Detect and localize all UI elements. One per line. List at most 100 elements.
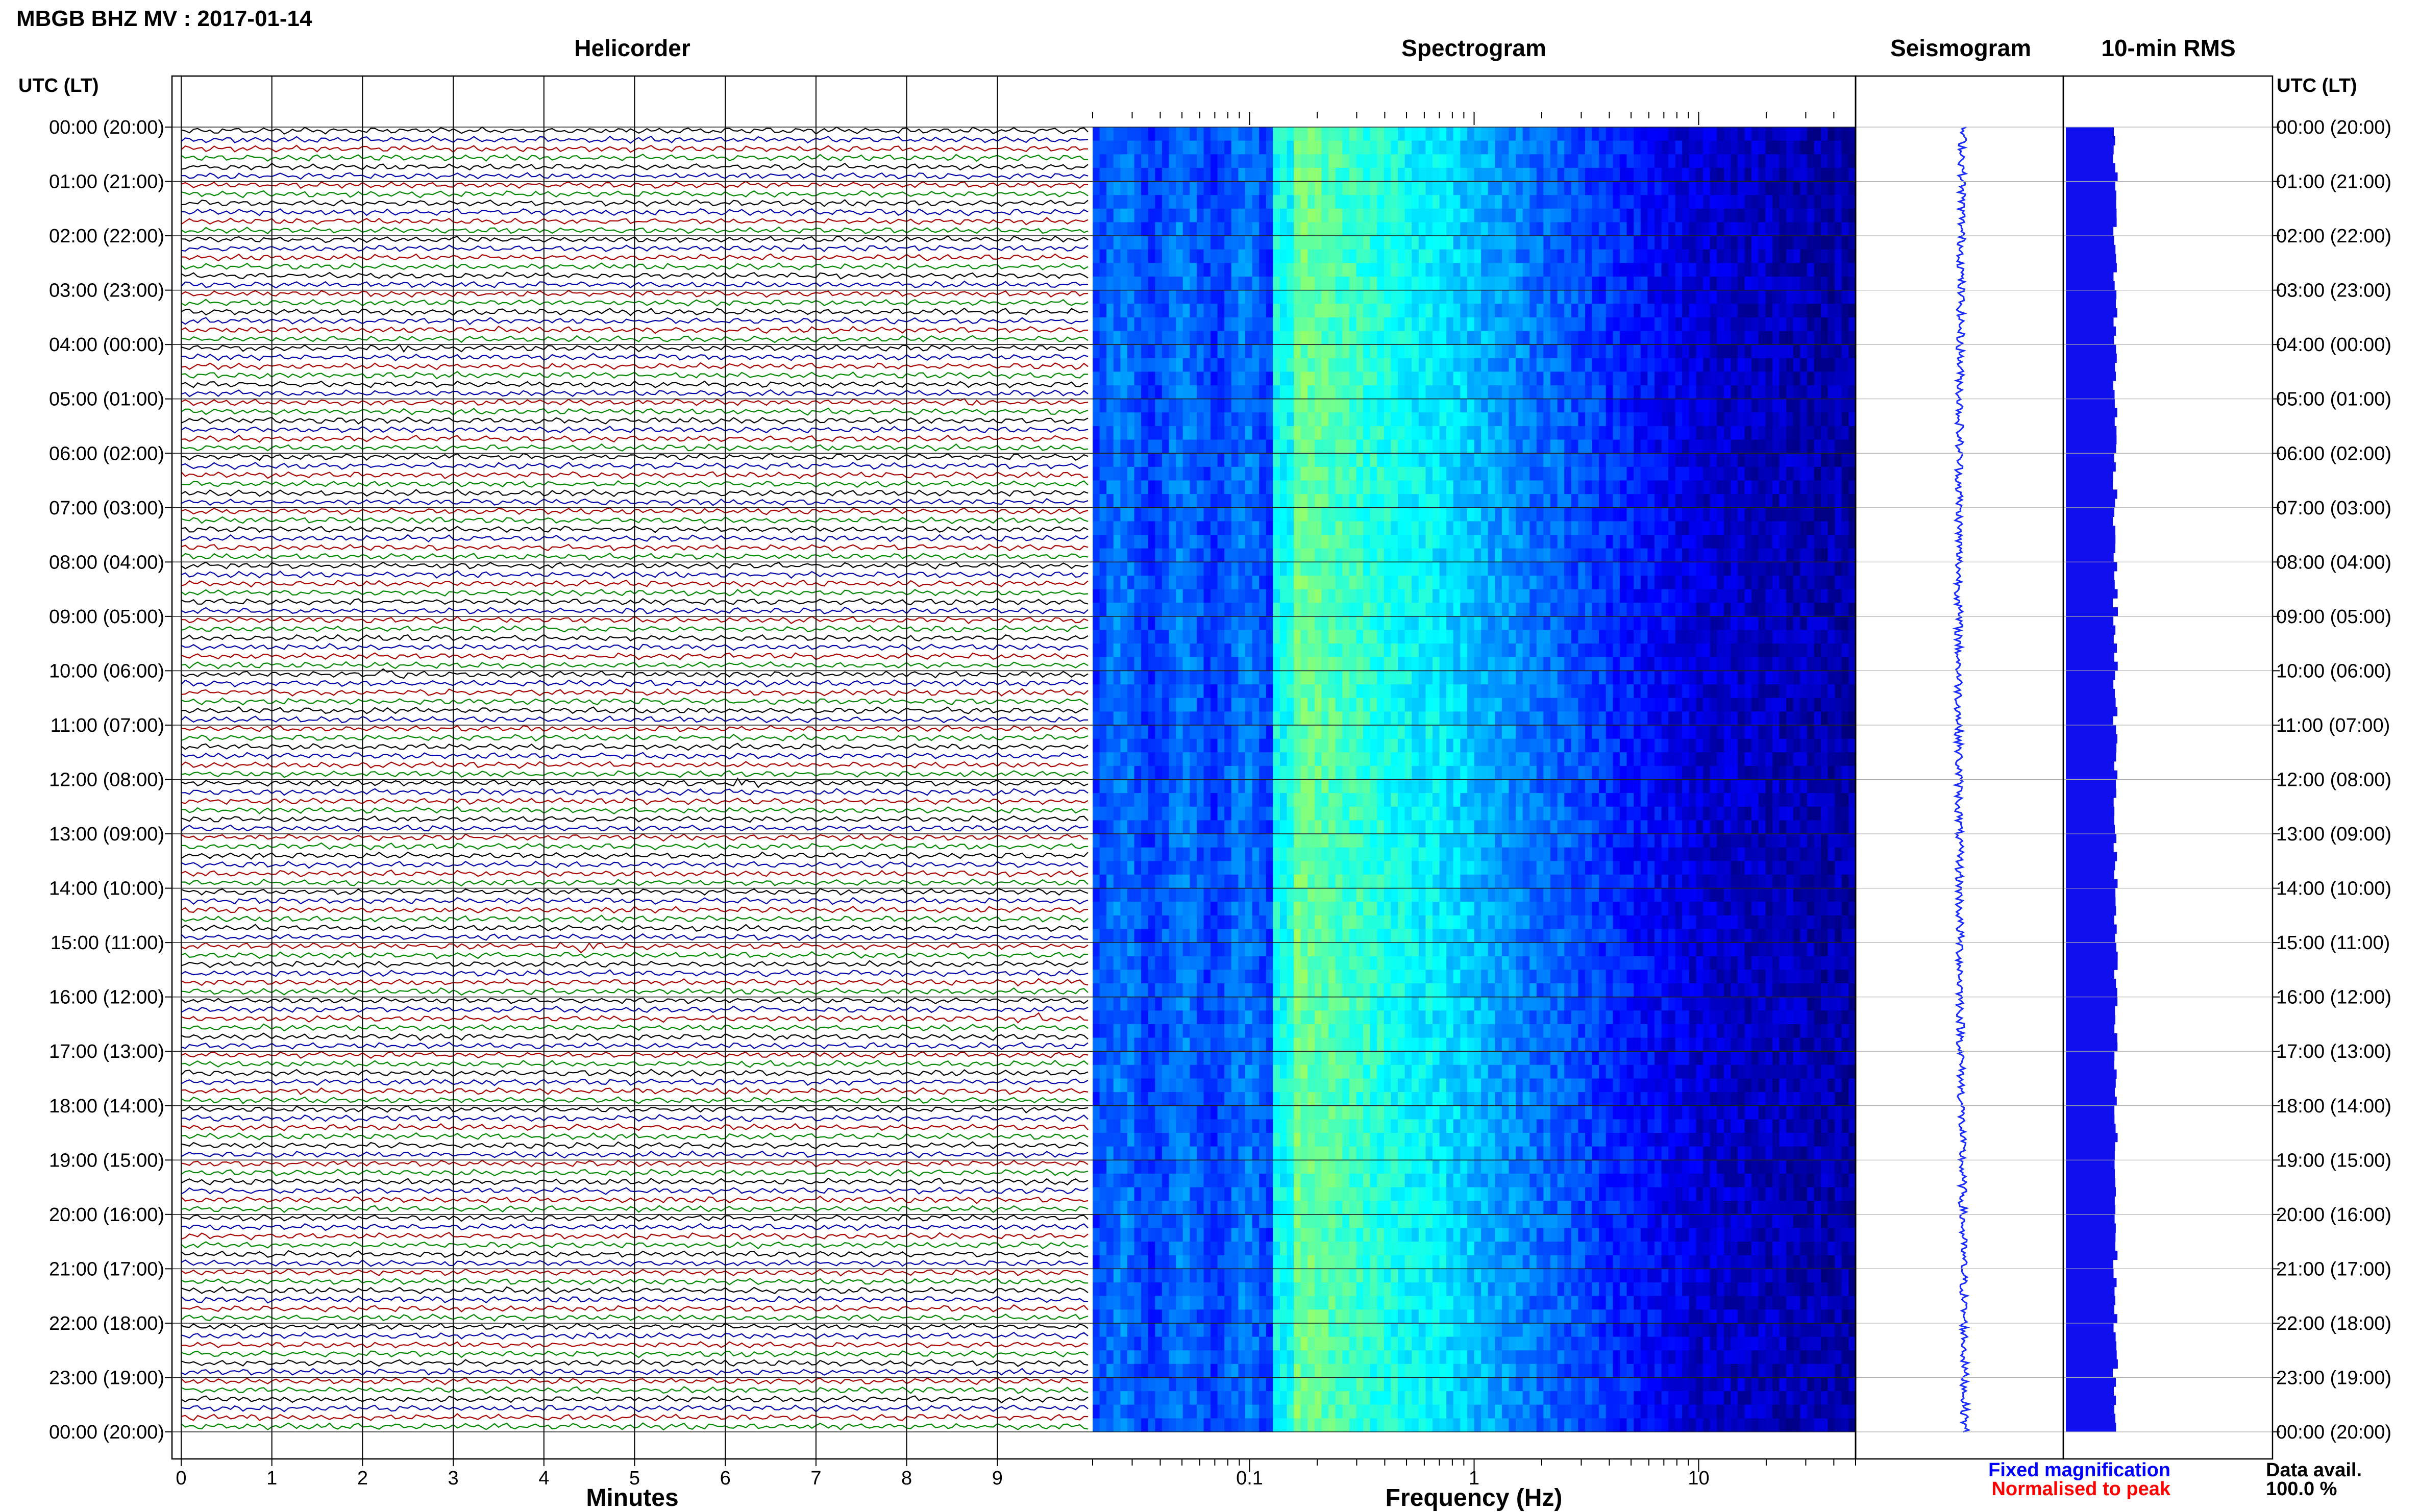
spectrogram-cell bbox=[1412, 263, 1419, 277]
spectrogram-cell bbox=[1571, 344, 1578, 359]
spectrogram-cell bbox=[1328, 344, 1336, 359]
spectrogram-cell bbox=[1619, 277, 1627, 291]
spectrogram-cell bbox=[1231, 643, 1239, 658]
spectrogram-cell bbox=[1127, 480, 1135, 494]
spectrogram-cell bbox=[1543, 616, 1551, 631]
spectrogram-cell bbox=[1467, 195, 1475, 209]
spectrogram-cell bbox=[1211, 371, 1218, 386]
spectrogram-cell bbox=[1093, 181, 1100, 195]
spectrogram-cell bbox=[1273, 657, 1280, 671]
spectrogram-cell bbox=[1148, 453, 1155, 467]
spectrogram-cell bbox=[1751, 344, 1759, 359]
spectrogram-cell bbox=[1266, 358, 1273, 372]
helicorder-grid bbox=[181, 76, 998, 1459]
spectrogram-cell bbox=[1287, 208, 1294, 222]
spectrogram-cell bbox=[1307, 589, 1315, 603]
spectrogram-cell bbox=[1418, 643, 1426, 658]
spectrogram-cell bbox=[1529, 616, 1537, 631]
spectrogram-cell bbox=[1356, 521, 1364, 535]
spectrogram-cell bbox=[1238, 412, 1246, 427]
spectrogram-cell bbox=[1335, 290, 1343, 304]
spectrogram-cell bbox=[1266, 249, 1273, 263]
spectrogram-cell bbox=[1391, 195, 1398, 209]
spectrogram-cell bbox=[1599, 603, 1607, 617]
spectrogram-cell bbox=[1439, 249, 1447, 263]
spectrogram-cell bbox=[1342, 466, 1350, 481]
spectrogram-cell bbox=[1474, 249, 1482, 263]
spectrogram-cell bbox=[1751, 331, 1759, 345]
spectrogram-cell bbox=[1550, 603, 1558, 617]
spectrogram-cell bbox=[1675, 195, 1683, 209]
spectrogram-cell bbox=[1433, 154, 1440, 168]
spectrogram-cell bbox=[1640, 698, 1648, 712]
spectrogram-cell bbox=[1765, 711, 1773, 726]
spectrogram-cell bbox=[1231, 562, 1239, 576]
spectrogram-cell bbox=[1522, 576, 1530, 590]
spectrogram-cell bbox=[1460, 562, 1468, 576]
spectrogram-cell bbox=[1300, 358, 1308, 372]
spectrogram-cell bbox=[1821, 684, 1829, 699]
spectrogram-cell bbox=[1155, 358, 1163, 372]
spectrogram-cell bbox=[1828, 562, 1835, 576]
spectrogram-cell bbox=[1439, 195, 1447, 209]
spectrogram-cell bbox=[1245, 358, 1253, 372]
spectrogram-cell bbox=[1522, 249, 1530, 263]
spectrogram-cell bbox=[1592, 562, 1599, 576]
spectrogram-cell bbox=[1162, 208, 1170, 222]
spectrogram-cell bbox=[1113, 236, 1121, 250]
spectrogram-cell bbox=[1821, 222, 1829, 236]
spectrogram-cell bbox=[1682, 535, 1690, 549]
spectrogram-cell bbox=[1391, 711, 1398, 726]
spectrogram-cell bbox=[1710, 535, 1717, 549]
spectrogram-cell bbox=[1758, 657, 1766, 671]
spectrogram-cell bbox=[1342, 589, 1350, 603]
spectrogram-cell bbox=[1182, 630, 1190, 644]
spectrogram-cell bbox=[1571, 399, 1578, 413]
spectrogram-cell bbox=[1772, 154, 1780, 168]
spectrogram-cell bbox=[1682, 399, 1690, 413]
spectrogram-cell bbox=[1821, 657, 1829, 671]
spectrogram-cell bbox=[1731, 548, 1738, 562]
spectrogram-cell bbox=[1835, 140, 1842, 155]
spectrogram-cell bbox=[1335, 399, 1343, 413]
spectrogram-cell bbox=[1689, 208, 1696, 222]
spectrogram-cell bbox=[1148, 236, 1155, 250]
spectrogram-cell bbox=[1793, 399, 1800, 413]
spectrogram-cell bbox=[1363, 684, 1371, 699]
spectrogram-cell bbox=[1613, 507, 1620, 522]
spectrogram-cell bbox=[1266, 399, 1273, 413]
spectrogram-cell bbox=[1613, 127, 1620, 141]
spectrogram-cell bbox=[1363, 630, 1371, 644]
spectrogram-cell bbox=[1835, 167, 1842, 182]
spectrogram-cell bbox=[1668, 181, 1676, 195]
spectrogram-cell bbox=[1626, 657, 1634, 671]
spectrogram-cell bbox=[1169, 657, 1176, 671]
spectrogram-cell bbox=[1224, 576, 1232, 590]
spectrogram-cell bbox=[1592, 657, 1599, 671]
spectrogram-cell bbox=[1536, 331, 1544, 345]
spectrogram-cell bbox=[1744, 317, 1752, 332]
spectrogram-cell bbox=[1418, 154, 1426, 168]
spectrogram-cell bbox=[1398, 317, 1405, 332]
spectrogram-cell bbox=[1800, 535, 1808, 549]
spectrogram-cell bbox=[1294, 507, 1301, 522]
spectrogram-cell bbox=[1828, 603, 1835, 617]
spectrogram-cell bbox=[1190, 277, 1197, 291]
spectrogram-cell bbox=[1099, 698, 1107, 712]
spectrogram-cell bbox=[1300, 236, 1308, 250]
spectrogram-cell bbox=[1744, 535, 1752, 549]
spectrogram-cell bbox=[1536, 711, 1544, 726]
spectrogram-cell bbox=[1488, 466, 1495, 481]
spectrogram-cell bbox=[1259, 385, 1267, 400]
spectrogram-cell bbox=[1356, 657, 1364, 671]
spectrogram-cell bbox=[1418, 140, 1426, 155]
spectrogram-cell bbox=[1148, 385, 1155, 400]
spectrogram-cell bbox=[1731, 671, 1738, 685]
spectrogram-cell bbox=[1536, 535, 1544, 549]
spectrogram-cell bbox=[1550, 643, 1558, 658]
spectrogram-cell bbox=[1099, 480, 1107, 494]
spectrogram-cell bbox=[1363, 208, 1371, 222]
spectrogram-cell bbox=[1314, 657, 1322, 671]
spectrogram-cell bbox=[1335, 562, 1343, 576]
spectrogram-cell bbox=[1571, 371, 1578, 386]
